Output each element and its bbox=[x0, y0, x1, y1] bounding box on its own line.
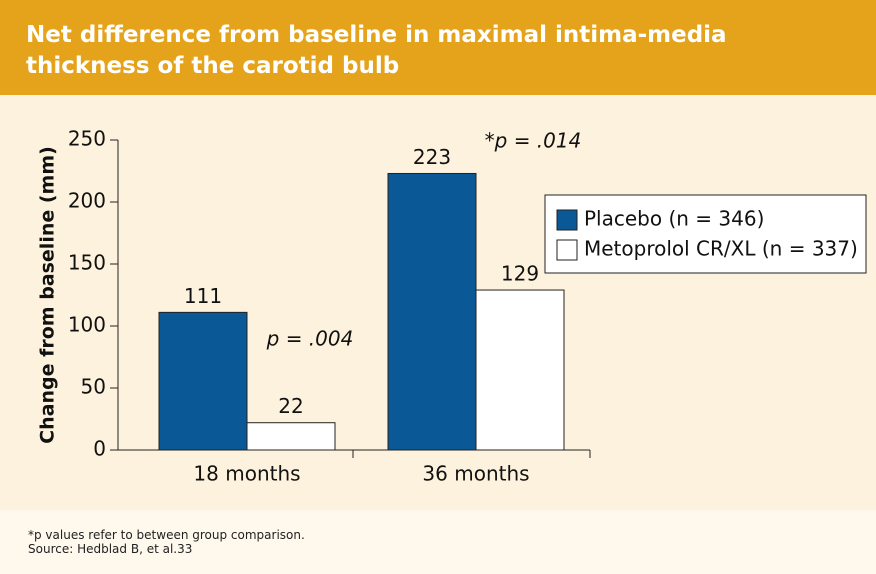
legend-label: Metoprolol CR/XL (n = 337) bbox=[584, 237, 858, 261]
bar bbox=[387, 172, 477, 451]
footnote: *p values refer to between group compari… bbox=[28, 528, 305, 542]
legend-swatch bbox=[556, 209, 578, 231]
bar bbox=[246, 422, 336, 451]
bar bbox=[475, 289, 565, 451]
value-label: 22 bbox=[278, 394, 303, 418]
y-tick-label: 100 bbox=[68, 313, 106, 337]
y-axis-label: Change from baseline (mm) bbox=[37, 146, 59, 444]
source: Source: Hedblad B, et al.33 bbox=[28, 542, 193, 556]
value-label: 111 bbox=[184, 284, 222, 308]
x-tick-label: 18 months bbox=[193, 462, 300, 486]
legend-box bbox=[544, 194, 867, 274]
y-tick-label: 250 bbox=[68, 127, 106, 151]
y-tick-label: 0 bbox=[93, 437, 106, 461]
chart: Change from baseline (mm) p = .004 *p = … bbox=[37, 127, 867, 486]
chart-title: Net difference from baseline in maximal … bbox=[0, 0, 876, 95]
annotation: *p = .014 bbox=[485, 129, 582, 153]
value-label: 223 bbox=[413, 145, 451, 169]
annotation: p = .004 bbox=[266, 327, 354, 351]
footer: *p values refer to between group compari… bbox=[0, 510, 876, 574]
bar bbox=[158, 311, 248, 451]
legend-swatch bbox=[556, 239, 578, 261]
y-tick-label: 200 bbox=[68, 189, 106, 213]
y-tick-label: 150 bbox=[68, 251, 106, 275]
x-tick-label: 36 months bbox=[422, 462, 529, 486]
legend-label: Placebo (n = 346) bbox=[584, 207, 764, 231]
y-tick-label: 50 bbox=[81, 375, 106, 399]
value-label: 129 bbox=[501, 262, 539, 286]
